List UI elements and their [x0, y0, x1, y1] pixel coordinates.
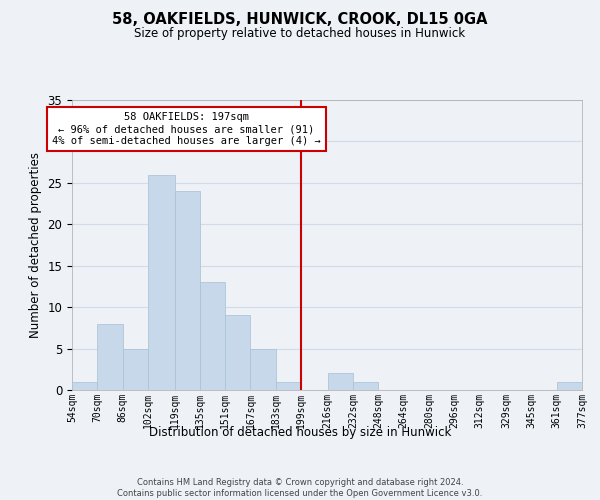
Bar — [557, 382, 582, 390]
Bar — [225, 316, 250, 390]
Bar — [175, 191, 200, 390]
Text: Size of property relative to detached houses in Hunwick: Size of property relative to detached ho… — [134, 28, 466, 40]
Y-axis label: Number of detached properties: Number of detached properties — [29, 152, 42, 338]
Bar — [122, 348, 148, 390]
Bar — [97, 324, 122, 390]
Text: 58 OAKFIELDS: 197sqm
← 96% of detached houses are smaller (91)
4% of semi-detach: 58 OAKFIELDS: 197sqm ← 96% of detached h… — [52, 112, 321, 146]
Bar — [328, 374, 353, 390]
Text: Contains HM Land Registry data © Crown copyright and database right 2024.
Contai: Contains HM Land Registry data © Crown c… — [118, 478, 482, 498]
Bar — [353, 382, 379, 390]
Bar — [275, 382, 301, 390]
Text: Distribution of detached houses by size in Hunwick: Distribution of detached houses by size … — [149, 426, 451, 439]
Bar — [148, 174, 175, 390]
Bar — [200, 282, 225, 390]
Text: 58, OAKFIELDS, HUNWICK, CROOK, DL15 0GA: 58, OAKFIELDS, HUNWICK, CROOK, DL15 0GA — [112, 12, 488, 28]
Bar — [72, 382, 97, 390]
Bar — [250, 348, 275, 390]
